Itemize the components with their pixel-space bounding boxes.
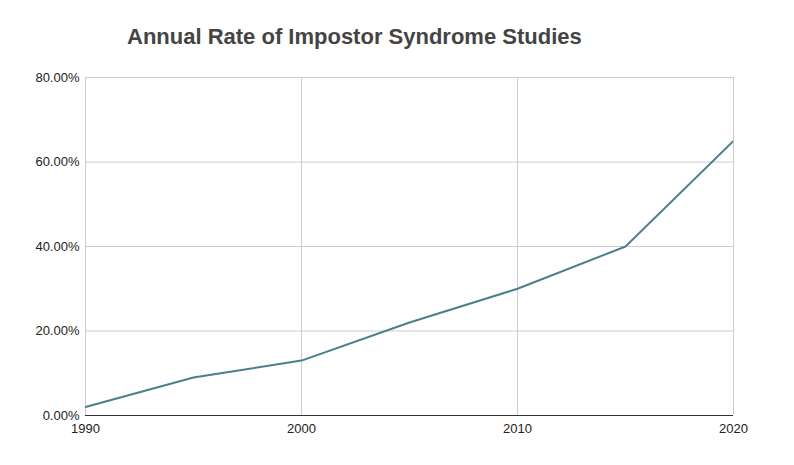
svg-text:2010: 2010 (503, 421, 532, 436)
svg-text:60.00%: 60.00% (35, 154, 80, 169)
svg-text:2020: 2020 (719, 421, 748, 436)
svg-text:40.00%: 40.00% (35, 239, 80, 254)
html-text:Annual Rate of Impostor Syndro: Annual Rate of Impostor Syndrome Studies (127, 24, 582, 49)
svg-text:20.00%: 20.00% (35, 323, 80, 338)
svg-text:2000: 2000 (287, 421, 316, 436)
svg-text:1990: 1990 (71, 421, 100, 436)
svg-text:80.00%: 80.00% (35, 70, 80, 85)
svg-text:0.00%: 0.00% (43, 408, 80, 423)
